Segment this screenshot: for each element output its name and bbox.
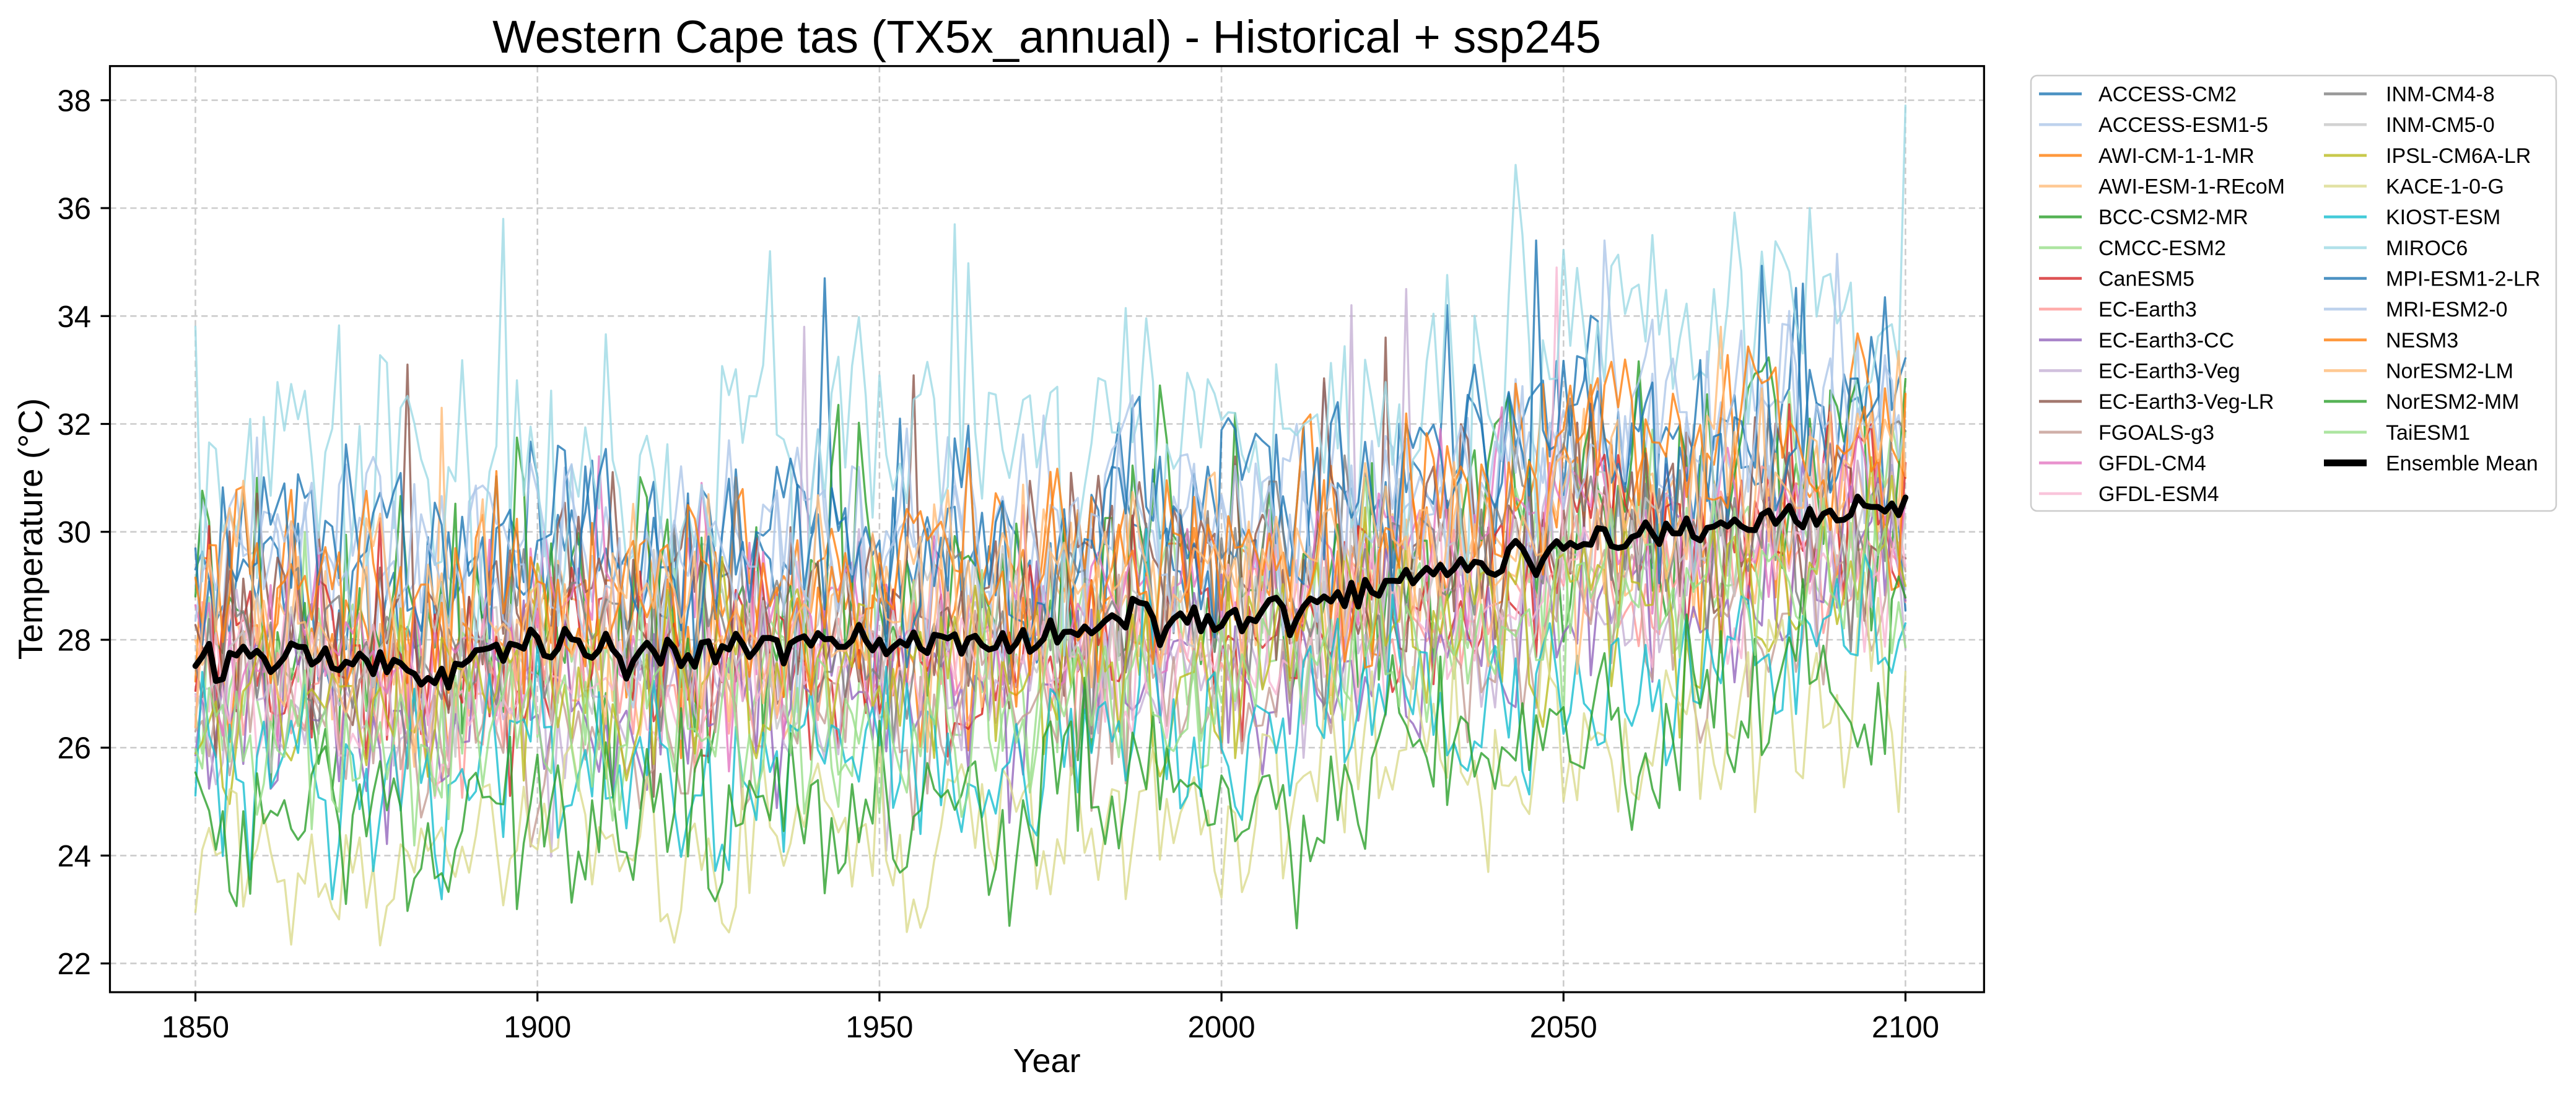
- svg-text:1900: 1900: [504, 1011, 571, 1044]
- svg-text:38: 38: [57, 84, 91, 118]
- svg-text:Western Cape tas (TX5x_annual): Western Cape tas (TX5x_annual) - Histori…: [492, 11, 1601, 63]
- svg-text:CanESM5: CanESM5: [2098, 268, 2194, 291]
- svg-text:INM-CM5-0: INM-CM5-0: [2386, 113, 2495, 137]
- svg-text:EC-Earth3-Veg: EC-Earth3-Veg: [2098, 359, 2240, 383]
- svg-text:KACE-1-0-G: KACE-1-0-G: [2386, 175, 2504, 199]
- svg-text:NorESM2-MM: NorESM2-MM: [2386, 390, 2519, 414]
- svg-text:24: 24: [57, 840, 91, 873]
- svg-text:30: 30: [57, 516, 91, 549]
- svg-text:NorESM2-LM: NorESM2-LM: [2386, 359, 2513, 383]
- svg-text:Ensemble Mean: Ensemble Mean: [2386, 452, 2538, 475]
- svg-text:36: 36: [57, 193, 91, 226]
- svg-text:INM-CM4-8: INM-CM4-8: [2386, 83, 2495, 107]
- svg-text:Temperature (°C): Temperature (°C): [11, 398, 50, 660]
- svg-text:AWI-CM-1-1-MR: AWI-CM-1-1-MR: [2098, 144, 2255, 168]
- svg-text:2100: 2100: [1872, 1011, 1939, 1044]
- svg-text:32: 32: [57, 408, 91, 442]
- svg-text:NESM3: NESM3: [2386, 329, 2458, 352]
- svg-text:MPI-ESM1-2-LR: MPI-ESM1-2-LR: [2386, 268, 2540, 291]
- svg-text:ACCESS-CM2: ACCESS-CM2: [2098, 83, 2237, 107]
- svg-text:ACCESS-ESM1-5: ACCESS-ESM1-5: [2098, 113, 2268, 137]
- svg-text:IPSL-CM6A-LR: IPSL-CM6A-LR: [2386, 144, 2531, 168]
- svg-text:2000: 2000: [1188, 1011, 1255, 1044]
- svg-text:34: 34: [57, 300, 91, 334]
- svg-text:TaiESM1: TaiESM1: [2386, 421, 2470, 445]
- svg-text:Year: Year: [1013, 1042, 1080, 1080]
- svg-text:22: 22: [57, 948, 91, 981]
- svg-text:KIOST-ESM: KIOST-ESM: [2386, 206, 2500, 229]
- svg-text:EC-Earth3-CC: EC-Earth3-CC: [2098, 329, 2234, 352]
- svg-text:EC-Earth3: EC-Earth3: [2098, 298, 2197, 321]
- svg-text:GFDL-ESM4: GFDL-ESM4: [2098, 482, 2219, 506]
- svg-text:CMCC-ESM2: CMCC-ESM2: [2098, 237, 2226, 260]
- svg-text:1850: 1850: [162, 1011, 229, 1044]
- svg-text:EC-Earth3-Veg-LR: EC-Earth3-Veg-LR: [2098, 390, 2274, 414]
- svg-text:2050: 2050: [1530, 1011, 1597, 1044]
- svg-text:FGOALS-g3: FGOALS-g3: [2098, 421, 2214, 445]
- svg-text:MIROC6: MIROC6: [2386, 237, 2468, 260]
- svg-text:AWI-ESM-1-REcoM: AWI-ESM-1-REcoM: [2098, 175, 2285, 199]
- svg-text:MRI-ESM2-0: MRI-ESM2-0: [2386, 298, 2507, 321]
- svg-text:GFDL-CM4: GFDL-CM4: [2098, 452, 2206, 475]
- svg-text:26: 26: [57, 732, 91, 766]
- svg-text:28: 28: [57, 624, 91, 658]
- svg-text:BCC-CSM2-MR: BCC-CSM2-MR: [2098, 206, 2248, 229]
- svg-text:1950: 1950: [845, 1011, 913, 1044]
